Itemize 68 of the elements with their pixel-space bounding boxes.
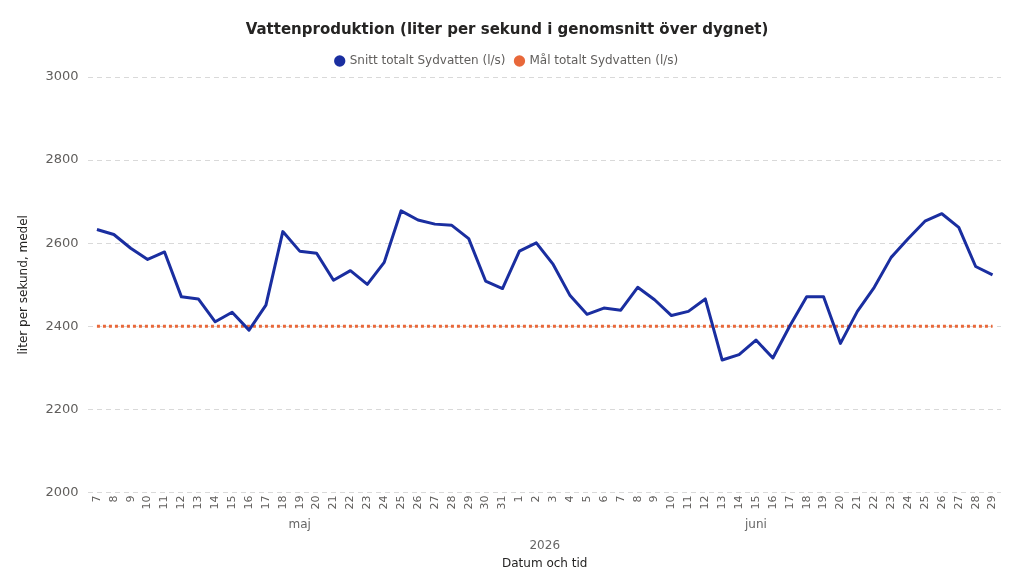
x-tick-label: 20 [309, 495, 323, 510]
x-tick-label: 11 [157, 495, 171, 510]
x-tick-label: 26 [410, 495, 424, 510]
x-tick-label: 21 [850, 495, 864, 510]
x-tick-label: 8 [106, 495, 120, 503]
text: maj [288, 517, 311, 532]
chart-title: Vattenproduktion (liter per sekund i genomsnitt över dygnet) [245, 19, 769, 38]
x-tick-label: 17 [782, 495, 796, 510]
x-tick-label: 19 [816, 495, 830, 510]
x-tick-label: 8 [630, 495, 644, 503]
x-tick-label: 16 [241, 495, 255, 510]
legend-label: Mål totalt Sydvatten (l/s) [529, 53, 679, 68]
x-tick-label: 23 [360, 495, 374, 510]
x-tick-label: 9 [647, 495, 661, 503]
x-tick-label: 30 [478, 495, 492, 510]
x-tick-label: 22 [343, 495, 357, 510]
x-tick-label: 23 [884, 495, 898, 510]
text: juni [744, 517, 767, 532]
x-tick-label: 13 [715, 495, 729, 510]
x-tick-label: 14 [208, 495, 222, 510]
x-tick-label: 14 [731, 495, 745, 510]
y-tick-label: 2200 [45, 400, 79, 416]
x-tick-label: 27 [427, 495, 441, 510]
x-tick-label: 18 [275, 495, 289, 510]
x-tick-label: 4 [562, 495, 576, 503]
x-tick-label: 16 [765, 495, 779, 510]
text: 2026 [529, 538, 561, 553]
x-tick-label: 12 [174, 495, 188, 510]
x-axis-title: Datum och tid [502, 555, 588, 570]
x-tick-label: 29 [461, 495, 475, 510]
x-tick-label: 20 [833, 495, 847, 510]
x-tick-label: 17 [258, 495, 272, 510]
x-tick-label: 28 [968, 495, 982, 510]
x-tick-label: 9 [123, 495, 137, 503]
x-tick-label: 10 [140, 495, 154, 510]
x-tick-label: 19 [292, 495, 306, 510]
x-tick-label: 21 [326, 495, 340, 510]
x-tick-label: 11 [681, 495, 695, 510]
x-tick-label: 2 [529, 495, 543, 503]
x-tick-label: 25 [917, 495, 931, 510]
x-tick-label: 1 [512, 495, 526, 503]
y-tick-label: 2000 [45, 483, 79, 499]
x-tick-label: 27 [951, 495, 965, 510]
x-tick-label: 28 [444, 495, 458, 510]
x-tick-label: 13 [191, 495, 205, 510]
y-tick-label: 2400 [45, 317, 79, 333]
x-tick-label: 29 [985, 495, 999, 510]
x-tick-label: 24 [900, 495, 914, 510]
x-tick-label: 7 [613, 495, 627, 503]
legend-label: Snitt totalt Sydvatten (l/s) [349, 53, 506, 68]
x-tick-label: 10 [664, 495, 678, 510]
x-tick-label: 6 [596, 495, 610, 503]
x-tick-label: 25 [393, 495, 407, 510]
y-tick-label: 2600 [45, 234, 79, 250]
x-tick-label: 31 [495, 495, 509, 510]
x-tick-label: 12 [698, 495, 712, 510]
x-tick-label: 26 [934, 495, 948, 510]
x-tick-label: 15 [748, 495, 762, 510]
x-tick-label: 7 [89, 495, 103, 503]
x-tick-label: 22 [867, 495, 881, 510]
y-axis-title: liter per sekund, medel [16, 215, 31, 355]
x-tick-label: 18 [799, 495, 813, 510]
x-tick-label: 5 [579, 495, 593, 503]
x-tick-label: 15 [224, 495, 238, 510]
x-tick-label: 3 [546, 495, 560, 503]
x-tick-label: 24 [377, 495, 391, 510]
y-tick-label: 3000 [45, 68, 79, 84]
y-tick-label: 2800 [45, 151, 79, 167]
